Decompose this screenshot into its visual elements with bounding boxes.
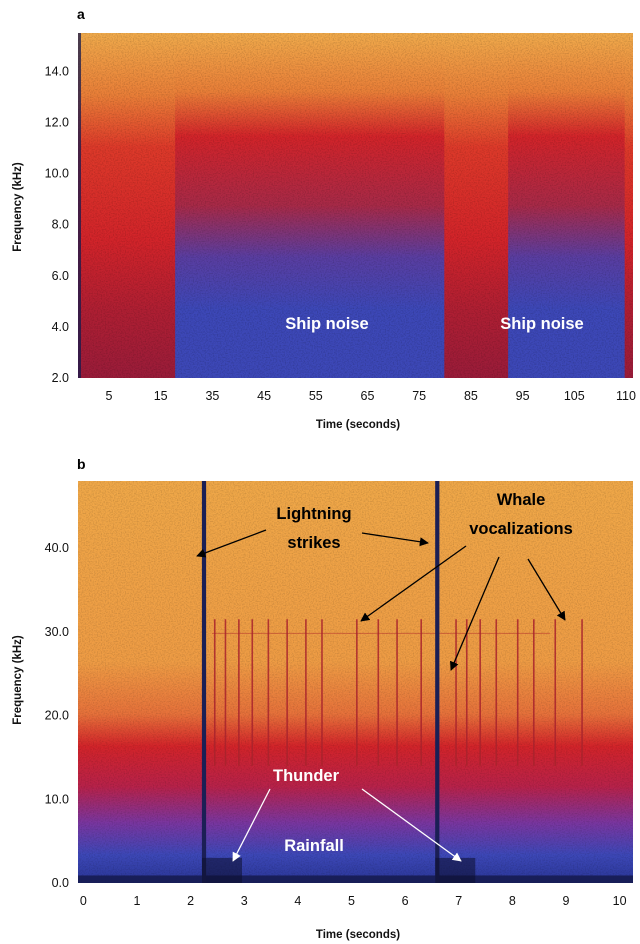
spectrogram-b-speckle <box>78 481 633 723</box>
x-tick-label-b: 2 <box>187 894 194 908</box>
y-tick-label-a: 2.0 <box>52 371 69 385</box>
whale-arrow-2 <box>450 556 500 671</box>
x-tick-label-a: 95 <box>516 389 530 403</box>
spectrogram-a-plot <box>78 33 633 378</box>
y-tick-label-a: 14.0 <box>45 64 69 78</box>
thunder-blob-2 <box>435 857 476 883</box>
panel-a-label: a <box>77 6 85 22</box>
whale-label-line1: Whale <box>497 491 546 509</box>
thunder-arrow-right <box>361 788 462 862</box>
panel-b-label: b <box>77 456 86 472</box>
x-tick-label-a: 105 <box>564 389 585 403</box>
x-tick-label-b: 9 <box>562 894 569 908</box>
spectrogram-a-noise <box>78 33 633 378</box>
whale-arrow-3 <box>527 558 566 621</box>
x-tick-label-b: 3 <box>241 894 248 908</box>
x-axis-title-a: Time (seconds) <box>316 419 400 431</box>
x-tick-label-b: 8 <box>509 894 516 908</box>
x-axis-ticks-a: 5 15 35 45 55 65 75 85 95 105 110 <box>106 389 636 403</box>
x-tick-label-a: 35 <box>205 389 219 403</box>
y-tick-label-a: 12.0 <box>45 115 69 129</box>
y-axis-ticks-a: 2.0 4.0 6.0 8.0 10.0 12.0 14.0 <box>45 64 69 385</box>
y-tick-label-a: 6.0 <box>52 269 69 283</box>
y-tick-label-b: 30.0 <box>45 625 69 639</box>
annotations-b: Lightning strikes Whale vocalizations Th… <box>196 491 573 862</box>
x-tick-label-a: 110 <box>616 389 636 403</box>
lightning-label-line1: Lightning <box>276 505 351 523</box>
x-tick-label-b: 1 <box>134 894 141 908</box>
x-tick-label-b: 10 <box>613 894 627 908</box>
spectrogram-panel-b: b 0.0 10.0 20.0 30.0 40.0 0 1 2 3 4 5 6 7 8 9 10 Frequ… <box>12 456 633 941</box>
spectrogram-a-left-edge <box>78 33 81 378</box>
whale-arrow-1 <box>360 545 467 622</box>
y-axis-title-a: Frequency (kHz) <box>12 162 24 252</box>
y-tick-label-b: 10.0 <box>45 792 69 806</box>
x-tick-label-b: 5 <box>348 894 355 908</box>
x-tick-label-b: 6 <box>402 894 409 908</box>
thunder-label: Thunder <box>273 767 340 785</box>
x-tick-label-a: 5 <box>106 389 113 403</box>
x-axis-title-b: Time (seconds) <box>316 929 400 941</box>
thunder-blob-1 <box>202 857 243 883</box>
x-tick-label-a: 65 <box>361 389 375 403</box>
x-tick-label-b: 7 <box>455 894 462 908</box>
whale-label-line2: vocalizations <box>469 520 573 538</box>
y-tick-label-b: 40.0 <box>45 541 69 555</box>
y-tick-label-b: 0.0 <box>52 876 69 890</box>
lightning-arrow-right <box>361 532 429 547</box>
lightning-arrow-left <box>196 529 267 558</box>
y-tick-label-a: 4.0 <box>52 320 69 334</box>
x-tick-label-a: 15 <box>154 389 168 403</box>
thunder-arrow-left <box>232 788 271 862</box>
y-axis-ticks-b: 0.0 10.0 20.0 30.0 40.0 <box>45 541 69 890</box>
x-tick-label-b: 0 <box>80 894 87 908</box>
y-tick-label-b: 20.0 <box>45 709 69 723</box>
x-tick-label-a: 75 <box>412 389 426 403</box>
y-tick-label-a: 8.0 <box>52 218 69 232</box>
ship-noise-label-1: Ship noise <box>285 315 368 333</box>
x-tick-label-b: 4 <box>294 894 301 908</box>
lightning-label-line2: strikes <box>287 534 340 552</box>
x-tick-label-a: 85 <box>464 389 478 403</box>
rainfall-label: Rainfall <box>284 837 344 855</box>
rainfall-band <box>78 875 633 883</box>
spectrogram-b-plot <box>78 481 633 883</box>
x-tick-label-a: 55 <box>309 389 323 403</box>
y-axis-title-b: Frequency (kHz) <box>12 635 24 725</box>
ship-noise-label-2: Ship noise <box>500 315 583 333</box>
y-tick-label-a: 10.0 <box>45 167 69 181</box>
x-axis-ticks-b: 0 1 2 3 4 5 6 7 8 9 10 <box>80 894 627 908</box>
spectrogram-panel-a: a 2.0 4.0 6.0 8.0 10.0 12.0 14.0 5 15 35 45 55 65 75… <box>12 6 636 431</box>
x-tick-label-a: 45 <box>257 389 271 403</box>
